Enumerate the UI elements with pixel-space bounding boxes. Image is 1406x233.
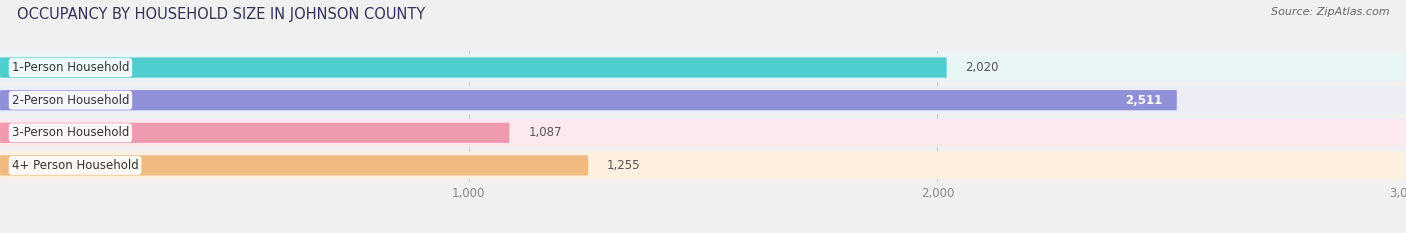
FancyBboxPatch shape [0, 123, 509, 143]
FancyBboxPatch shape [0, 152, 1406, 179]
Text: 3-Person Household: 3-Person Household [11, 126, 129, 139]
FancyBboxPatch shape [0, 58, 946, 78]
Text: 1,255: 1,255 [607, 159, 640, 172]
Text: 2,511: 2,511 [1126, 94, 1163, 107]
Text: 4+ Person Household: 4+ Person Household [11, 159, 138, 172]
FancyBboxPatch shape [0, 54, 1406, 81]
Text: 1,087: 1,087 [529, 126, 561, 139]
Text: OCCUPANCY BY HOUSEHOLD SIZE IN JOHNSON COUNTY: OCCUPANCY BY HOUSEHOLD SIZE IN JOHNSON C… [17, 7, 425, 22]
FancyBboxPatch shape [0, 90, 1177, 110]
Text: Source: ZipAtlas.com: Source: ZipAtlas.com [1271, 7, 1389, 17]
FancyBboxPatch shape [0, 155, 588, 175]
FancyBboxPatch shape [0, 119, 1406, 147]
Text: 1-Person Household: 1-Person Household [11, 61, 129, 74]
Text: 2-Person Household: 2-Person Household [11, 94, 129, 107]
Text: 2,020: 2,020 [966, 61, 998, 74]
FancyBboxPatch shape [0, 86, 1406, 114]
